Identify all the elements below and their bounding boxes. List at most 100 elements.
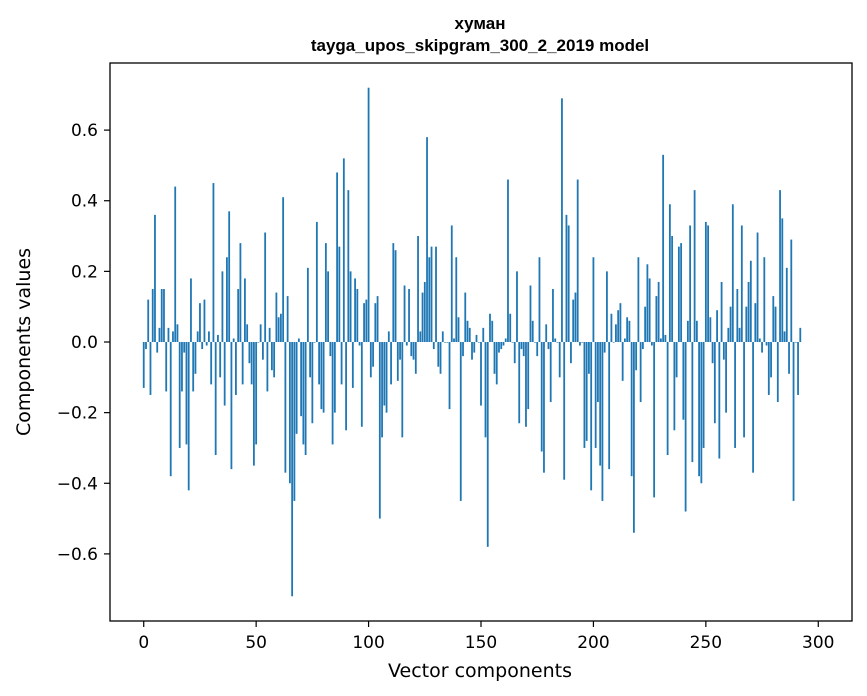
bar [459, 342, 462, 501]
bar [552, 289, 554, 342]
bar [534, 342, 536, 343]
bar [561, 98, 563, 342]
bar [414, 342, 417, 374]
bar [646, 264, 649, 342]
bar [221, 271, 224, 342]
bar [145, 342, 147, 350]
bar [471, 342, 473, 360]
bar [282, 197, 285, 342]
bar [707, 225, 709, 342]
bar [365, 299, 368, 342]
bar [300, 342, 303, 417]
bar [653, 342, 656, 498]
bar [457, 317, 460, 342]
bar [794, 342, 797, 343]
bar [464, 292, 467, 342]
bar [516, 271, 518, 342]
bar [498, 342, 500, 353]
bar [686, 320, 689, 342]
bar [664, 334, 667, 342]
bar [374, 303, 377, 342]
bar [718, 342, 721, 459]
bar [181, 342, 183, 392]
bar [297, 338, 300, 342]
bar [360, 342, 363, 427]
bar [666, 342, 669, 456]
y-tick-label: 0.6 [71, 121, 98, 141]
bar [219, 342, 222, 378]
bar [412, 342, 415, 360]
bar [149, 342, 152, 395]
bar [178, 342, 181, 448]
bar [270, 342, 273, 371]
bar [203, 299, 206, 342]
bar [565, 214, 568, 342]
bar [309, 342, 312, 378]
bar [493, 342, 496, 374]
bar [363, 303, 365, 342]
bar [156, 342, 159, 353]
bar [657, 281, 660, 342]
bar [722, 342, 725, 360]
bar [230, 342, 233, 470]
bar [761, 342, 763, 353]
y-tick-label: 0.4 [71, 192, 98, 212]
bar [484, 342, 487, 438]
bar [603, 342, 606, 353]
bar [338, 246, 341, 342]
bar [772, 296, 775, 342]
bar [372, 342, 374, 367]
bar [783, 331, 786, 342]
bar [792, 342, 795, 501]
bar [468, 327, 471, 342]
bar [650, 342, 653, 346]
bar [509, 313, 512, 342]
bar [446, 342, 449, 343]
bar [754, 303, 757, 342]
bar [731, 204, 734, 342]
bar [327, 271, 329, 342]
bar [799, 327, 802, 342]
bar [455, 257, 458, 342]
bar [174, 186, 177, 342]
bar [673, 342, 676, 431]
bar [394, 250, 397, 342]
bar [163, 289, 165, 342]
bar [262, 342, 264, 360]
y-axis: 0.6 0.4 0.2 0.0 −0.2 −0.4 −0.6 [57, 121, 110, 565]
bar [408, 289, 410, 342]
bar [610, 313, 613, 342]
bar [583, 342, 586, 448]
bar [246, 324, 249, 342]
bar [745, 306, 748, 342]
bar [594, 342, 597, 448]
bar [448, 342, 451, 410]
bar [608, 342, 611, 470]
bar [342, 158, 345, 342]
bar [486, 342, 489, 547]
bar [779, 190, 781, 342]
y-tick-label: −0.2 [57, 404, 98, 424]
bar [392, 243, 395, 342]
bar [437, 342, 440, 367]
bar [253, 342, 255, 466]
bar [291, 342, 294, 597]
bar [684, 342, 687, 512]
bar [738, 327, 741, 342]
bar [491, 320, 494, 342]
bar [390, 342, 392, 385]
bar [675, 342, 678, 378]
bar [495, 342, 498, 385]
bar [785, 267, 788, 342]
bar [435, 246, 437, 342]
bar [644, 306, 647, 342]
x-tick-label: 250 [690, 633, 722, 653]
bar [288, 342, 291, 484]
bar [572, 299, 575, 342]
bar [617, 310, 620, 342]
bar [691, 342, 694, 463]
chart-subtitle: tayga_upos_skipgram_300_2_2019 model [311, 36, 649, 55]
bar [331, 342, 334, 445]
y-tick-label: 0.2 [71, 262, 98, 282]
